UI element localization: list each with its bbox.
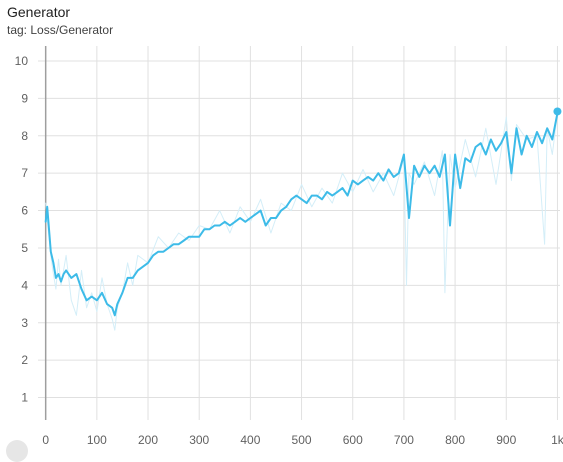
x-tick-label: 700 <box>394 433 414 447</box>
x-tick-label: 900 <box>496 433 516 447</box>
x-tick-label: 100 <box>87 433 107 447</box>
x-axis-ticks: 0 100 200 300 400 500 600 700 800 900 1k <box>42 433 563 447</box>
x-tick-label: 600 <box>343 433 363 447</box>
y-tick-label: 3 <box>21 316 28 330</box>
x-tick-label: 0 <box>42 433 49 447</box>
grid-lines <box>38 46 560 420</box>
y-tick-label: 10 <box>15 54 29 68</box>
x-tick-label: 800 <box>445 433 465 447</box>
y-tick-label: 1 <box>21 391 28 405</box>
chart-tag: tag: Loss/Generator <box>7 23 114 37</box>
y-tick-label: 6 <box>21 204 28 218</box>
y-tick-label: 9 <box>21 91 28 105</box>
x-tick-label: 300 <box>189 433 209 447</box>
x-tick-label: 1k <box>551 433 563 447</box>
smoothed-series-line <box>44 112 559 317</box>
x-tick-label: 500 <box>292 433 312 447</box>
y-tick-label: 5 <box>21 241 28 255</box>
x-tick-label: 200 <box>138 433 158 447</box>
y-tick-label: 7 <box>21 166 28 180</box>
y-tick-label: 8 <box>21 129 28 143</box>
x-tick-label: 400 <box>240 433 260 447</box>
y-axis-ticks: 1 2 3 4 5 6 7 8 9 10 <box>15 54 29 405</box>
endpoint-marker <box>553 107 562 116</box>
series-layer <box>44 107 562 331</box>
scroll-indicator[interactable] <box>6 440 28 462</box>
y-tick-label: 2 <box>21 353 28 367</box>
y-tick-label: 4 <box>21 278 28 292</box>
chart-title: Generator <box>7 4 71 20</box>
